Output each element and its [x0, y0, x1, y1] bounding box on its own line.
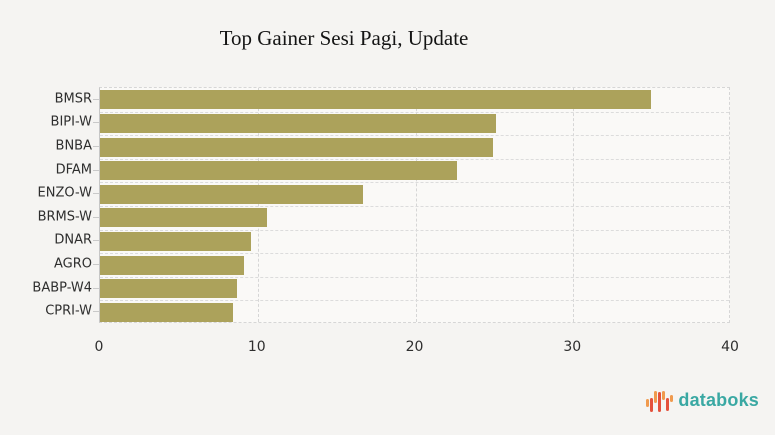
- y-axis-tick: [93, 122, 99, 124]
- row-gridline: [100, 111, 729, 113]
- bar-brms-w: [100, 208, 268, 228]
- x-axis-tick-label: 30: [563, 339, 582, 355]
- y-axis-tick: [93, 193, 99, 195]
- row-gridline: [100, 135, 729, 137]
- bar-babp-w4: [100, 279, 238, 299]
- y-axis-tick: [93, 287, 99, 289]
- bar-dnar: [100, 231, 252, 251]
- row-gridline: [100, 300, 729, 302]
- y-axis-tick: [93, 169, 99, 171]
- vertical-gridline: [573, 88, 575, 322]
- category-label: AGRO: [53, 256, 92, 272]
- category-label: BRMS-W: [37, 209, 92, 225]
- bar-agro: [100, 255, 244, 275]
- y-axis-tick: [93, 311, 99, 313]
- y-axis-tick: [93, 98, 99, 100]
- logo-bar: [658, 392, 662, 412]
- x-axis-tick-label: 40: [721, 339, 739, 355]
- row-gridline: [100, 276, 729, 278]
- row-gridline: [100, 182, 729, 184]
- category-label: ENZO-W: [37, 185, 92, 201]
- databoks-logo: databoks: [646, 386, 759, 414]
- row-gridline: [100, 206, 729, 207]
- databoks-logo-text: databoks: [678, 389, 759, 410]
- row-gridline: [100, 229, 729, 231]
- logo-bar: [662, 390, 666, 400]
- y-axis-tick: [93, 216, 99, 218]
- y-axis-tick: [93, 240, 99, 242]
- y-axis-tick: [93, 146, 99, 147]
- bar-cpri-w: [100, 302, 233, 322]
- category-label: BABP-W4: [32, 280, 92, 296]
- bar-bipi-w: [100, 113, 496, 133]
- vertical-gridline: [257, 88, 259, 322]
- bar-bmsr: [100, 90, 651, 110]
- bar-enzo-w: [100, 184, 364, 204]
- y-axis-tick: [93, 264, 99, 265]
- chart-title: Top Gainer Sesi Pagi, Update: [219, 26, 469, 50]
- logo-bar: [666, 397, 670, 411]
- bar-waveform-icon: [646, 387, 674, 413]
- row-gridline: [100, 253, 729, 255]
- x-axis-tick-label: 10: [247, 339, 266, 355]
- row-gridline: [100, 158, 729, 160]
- logo-bar: [670, 394, 674, 402]
- category-label: DNAR: [54, 232, 92, 248]
- category-label: DFAM: [55, 162, 92, 178]
- category-label: BNBA: [55, 138, 92, 154]
- logo-bar: [654, 391, 658, 403]
- category-label: BMSR: [54, 91, 92, 107]
- logo-bar: [646, 399, 650, 407]
- bar-dfam: [100, 161, 457, 181]
- category-label: BIPI-W: [50, 114, 92, 130]
- x-axis-tick-label: 0: [94, 339, 104, 355]
- bar-bnba: [100, 137, 493, 157]
- vertical-gridline: [415, 88, 417, 322]
- plot-area: [99, 87, 730, 323]
- x-axis-tick-label: 20: [405, 339, 424, 355]
- logo-bar: [650, 398, 654, 412]
- category-label: CPRI-W: [45, 303, 92, 319]
